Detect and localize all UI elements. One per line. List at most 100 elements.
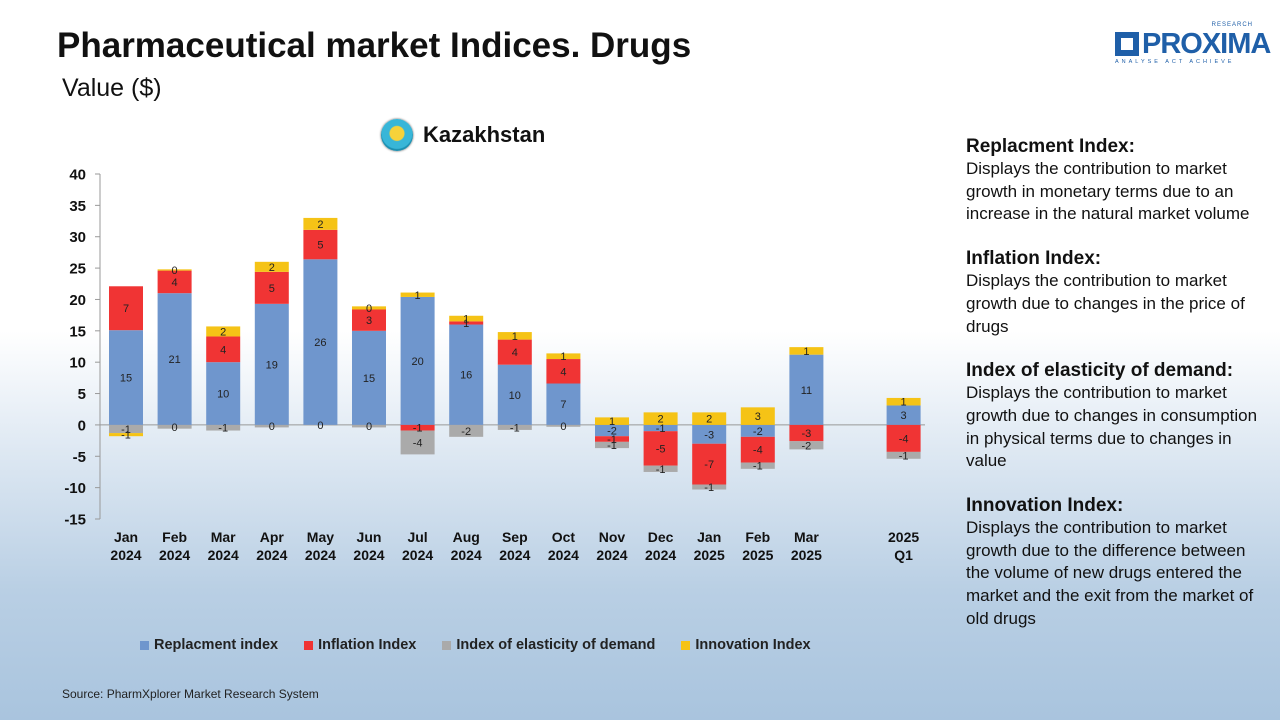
bar-segment-innovation-index <box>886 397 921 406</box>
bar-data-label: 0 <box>269 421 275 433</box>
bar-data-label: 3 <box>366 315 372 327</box>
bar-segment-index-of-elasticity-of-demand <box>206 424 241 431</box>
definition-replacement: Replacment Index: Displays the contribut… <box>966 135 1271 226</box>
bar-data-label: -3 <box>704 429 714 441</box>
bar-data-label: -1 <box>510 422 520 434</box>
bar-data-label: 0 <box>172 265 178 277</box>
bar-data-label: 15 <box>120 373 132 385</box>
bar-segment-replacment-index <box>546 383 581 425</box>
bar-data-label: 0 <box>366 421 372 433</box>
bar-segment-inflation-index <box>254 271 289 304</box>
x-tick-label: Jul <box>407 529 427 545</box>
x-tick-label: Q1 <box>894 547 913 563</box>
bar-data-label: 2 <box>706 414 712 426</box>
definition-elasticity: Index of elasticity of demand: Displays … <box>966 359 1271 473</box>
y-tick-label: -5 <box>73 449 86 466</box>
bar-segment-index-of-elasticity-of-demand <box>692 484 727 490</box>
definition-text: Displays the contribution to market grow… <box>966 159 1250 224</box>
bar-data-label: -1 <box>413 423 423 435</box>
x-tick-label: Apr <box>260 529 285 545</box>
bar-data-label: -1 <box>607 434 617 446</box>
x-tick-label: Sep <box>502 529 528 545</box>
bar-segment-index-of-elasticity-of-demand <box>497 424 532 430</box>
bar-segment-inflation-index <box>643 431 678 466</box>
bar-segment-innovation-index <box>109 433 143 437</box>
x-tick-label: 2024 <box>499 547 530 563</box>
definition-text: Displays the contribution to market grow… <box>966 271 1245 336</box>
bar-segment-innovation-index <box>157 269 192 271</box>
logo-wordmark: PROXIMA <box>1142 28 1271 60</box>
bar-data-label: -4 <box>413 437 423 449</box>
bar-segment-inflation-index <box>789 424 824 442</box>
bar-segment-inflation-index <box>109 286 143 331</box>
bar-data-label: 10 <box>217 389 229 401</box>
bar-data-label: 16 <box>460 370 472 382</box>
bar-segment-replacment-index <box>886 405 921 425</box>
bar-data-label: 1 <box>609 416 615 428</box>
bar-data-label: 19 <box>266 359 278 371</box>
bar-data-label: 1 <box>560 351 566 363</box>
bar-segment-replacment-index <box>692 424 727 444</box>
bar-data-label: -1 <box>121 430 131 442</box>
x-tick-label: 2024 <box>451 547 482 563</box>
y-tick-label: 40 <box>69 167 86 184</box>
x-tick-label: 2024 <box>402 547 433 563</box>
bar-data-label: 0 <box>172 422 178 434</box>
x-tick-label: Dec <box>648 529 674 545</box>
bar-segment-replacment-index <box>643 424 678 432</box>
bar-segment-replacment-index <box>789 354 824 425</box>
definition-title: Innovation Index: <box>966 495 1124 517</box>
bar-segment-index-of-elasticity-of-demand <box>886 451 921 459</box>
bar-segment-innovation-index <box>497 332 532 340</box>
definition-text: Displays the contribution to market grow… <box>966 518 1254 628</box>
x-tick-label: 2024 <box>110 547 141 563</box>
bar-segment-index-of-elasticity-of-demand <box>546 424 581 427</box>
definition-title: Index of elasticity of demand: <box>966 360 1234 382</box>
definition-text: Displays the contribution to market grow… <box>966 383 1258 471</box>
x-tick-label: Nov <box>599 529 626 545</box>
bar-data-label: -4 <box>753 445 763 457</box>
bar-segment-innovation-index <box>206 326 241 337</box>
bar-data-label: 3 <box>901 410 907 422</box>
logo-tagline: ANALYSE ACT ACHIEVE <box>1115 59 1235 65</box>
bar-data-label: -1 <box>753 461 763 473</box>
bar-data-label: -2 <box>461 426 471 438</box>
bar-data-label: -4 <box>899 433 909 445</box>
bar-segment-innovation-index <box>303 217 338 230</box>
bar-segment-inflation-index <box>206 336 241 363</box>
country-name: Kazakhstan <box>423 122 546 147</box>
bar-data-label: 2 <box>317 219 323 231</box>
legend-item-innovation: Innovation Index <box>681 637 811 653</box>
logo-square-icon <box>1115 32 1139 56</box>
bar-data-label: -2 <box>802 440 812 452</box>
legend-swatch-elasticity <box>442 640 452 650</box>
x-tick-label: Jan <box>697 529 721 545</box>
x-tick-label: 2024 <box>353 547 384 563</box>
bar-segment-index-of-elasticity-of-demand <box>400 430 435 455</box>
legend-item-inflation: Inflation Index <box>304 637 416 653</box>
legend-swatch-replacement <box>140 640 149 650</box>
bar-segment-innovation-index <box>254 261 289 272</box>
bar-segment-innovation-index <box>789 347 824 355</box>
bar-segment-replacment-index <box>109 330 143 425</box>
y-tick-label: 10 <box>69 355 86 372</box>
logo-research-text: RESEARCH <box>1211 22 1253 28</box>
bar-data-label: -1 <box>218 423 228 435</box>
bar-segment-inflation-index <box>400 424 435 431</box>
x-tick-label: 2024 <box>208 547 239 563</box>
bar-data-label: 4 <box>512 347 518 359</box>
x-tick-label: 2024 <box>548 547 579 563</box>
bar-segment-index-of-elasticity-of-demand <box>157 424 192 429</box>
bar-segment-inflation-index <box>157 270 192 294</box>
x-tick-label: Feb <box>745 529 770 545</box>
bar-segment-index-of-elasticity-of-demand <box>254 424 289 428</box>
bar-segment-innovation-index <box>352 306 386 310</box>
bar-data-label: 0 <box>560 421 566 433</box>
x-tick-label: 2024 <box>256 547 287 563</box>
bar-data-label: -3 <box>802 428 812 440</box>
bar-segment-innovation-index <box>740 407 775 425</box>
bar-data-label: -2 <box>607 426 617 438</box>
bar-data-label: 1 <box>415 290 421 302</box>
bar-data-label: 15 <box>363 373 375 385</box>
definitions-panel: Replacment Index: Displays the contribut… <box>966 135 1271 652</box>
